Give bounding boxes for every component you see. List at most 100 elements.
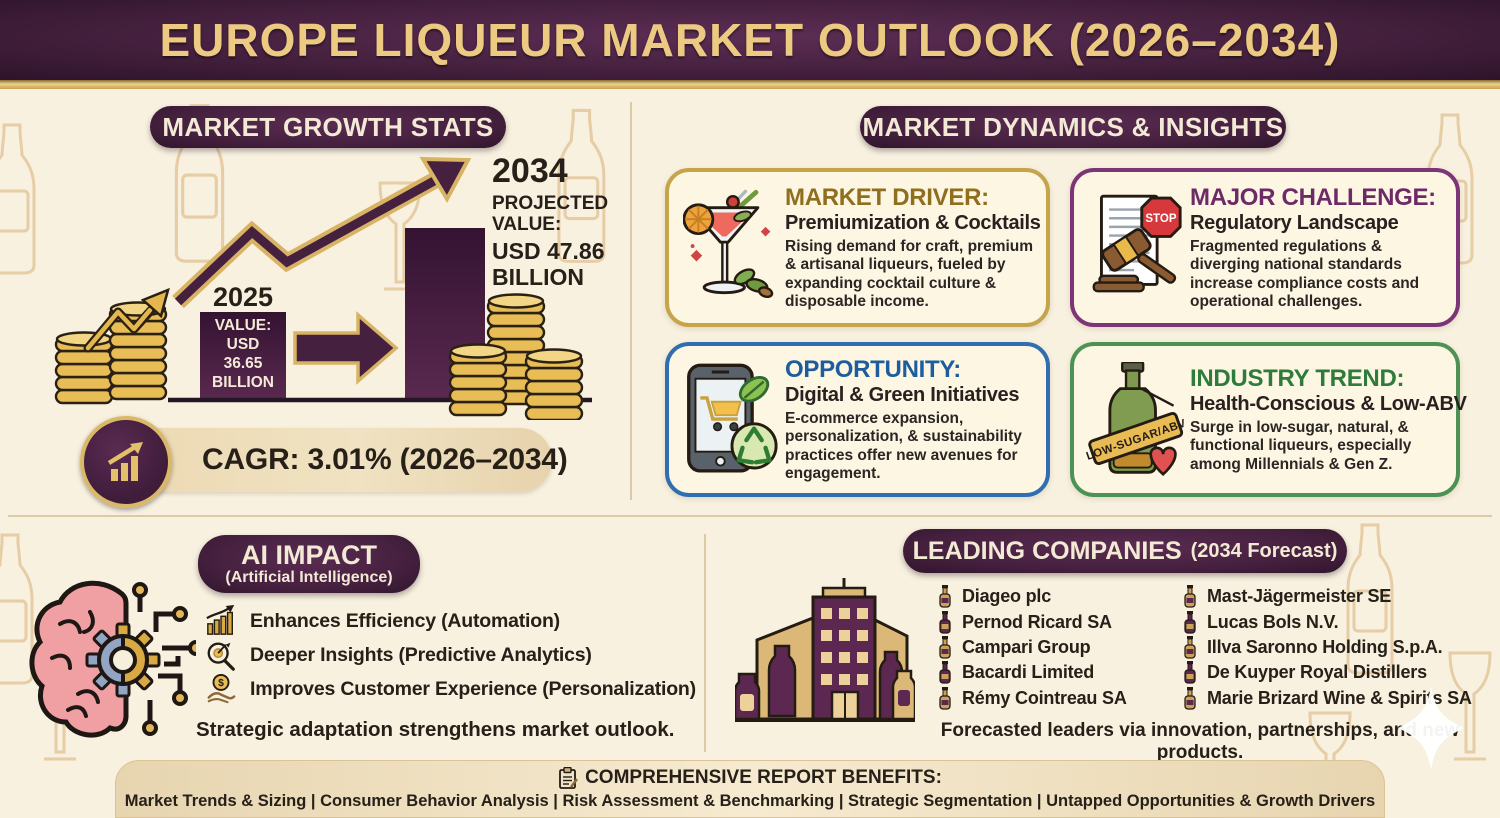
small-growth-arrow-icon [83,287,170,353]
card-market-driver: MARKET DRIVER: Premiumization & Cocktail… [665,168,1050,327]
card-body: E-commerce expansion, personalization, &… [785,409,1022,482]
ai-bullet-label: Deeper Insights (Predictive Analytics) [250,643,592,666]
end-value-caption: PROJECTED VALUE: [492,192,609,235]
ai-bullet-label: Enhances Efficiency (Automation) [250,609,560,632]
benefits-title-row: COMPREHENSIVE REPORT BENEFITS: [558,767,942,789]
card-kicker: MAJOR CHALLENGE: [1190,183,1436,211]
card-kicker: INDUSTRY TREND: [1190,365,1405,393]
section-pill-dynamics: MARKET DYNAMICS & INSIGHTS [860,106,1286,148]
vertical-divider-bottom [704,534,706,752]
ai-brain-icon [29,580,196,738]
section-pill-companies: LEADING COMPANIES (2034 Forecast) [903,529,1347,573]
vertical-divider-top [630,102,632,500]
start-year-label: 2025 [212,282,274,312]
bottle-bullet-icon [939,661,951,685]
right-arrow-icon [293,311,399,385]
company-name: De Kuyper Royal Distillers [1207,662,1427,683]
dynamics-section-title: MARKET DYNAMICS & INSIGHTS [862,111,1284,142]
companies-column-1: Diageo plc Pernod Ricard SA Campari Grou… [938,584,1178,711]
dollar-glyph: $ [218,678,224,689]
ai-bullet-label: Improves Customer Experience (Personaliz… [250,677,696,700]
section-pill-ai: AI IMPACT (Artificial Intelligence) [198,535,420,593]
company-name: Marie Brizard Wine & Spirits SA [1207,687,1472,708]
sparkle-icon [1398,686,1464,770]
list-item: Rémy Cointreau SA [938,686,1178,711]
bar-2025 [200,312,286,400]
bottle-bullet-icon [1184,686,1196,710]
card-title: Regulatory Landscape [1190,211,1399,234]
cagr-badge [80,416,172,508]
card-body: Rising demand for craft, premium & artis… [785,237,1034,310]
card-body: Surge in low-sugar, natural, & functiona… [1190,419,1412,473]
bottle-bullet-icon [1184,585,1196,608]
company-name: Pernod Ricard SA [962,611,1112,632]
list-item: Lucas Bols N.V. [1183,609,1473,634]
digital-green-icon [677,363,785,477]
list-item: Enhances Efficiency (Automation) [205,604,705,638]
list-item: Deeper Insights (Predictive Analytics) [205,638,705,672]
stop-sign-text: STOP [1145,213,1176,225]
report-benefits-bar: COMPREHENSIVE REPORT BENEFITS: Market Tr… [115,760,1385,818]
company-name: Illva Saronno Holding S.p.A. [1207,636,1443,657]
ai-bullet-list: Enhances Efficiency (Automation) Deeper … [205,604,705,706]
bottle-bullet-icon [1184,661,1196,685]
customer-coin-hand-icon: $ [207,673,236,704]
card-opportunity: OPPORTUNITY: Digital & Green Initiatives… [665,342,1050,497]
card-title: Digital & Green Initiatives [785,383,1020,406]
section-pill-growth: MARKET GROWTH STATS [150,106,506,148]
efficiency-bars-icon [206,605,235,635]
company-name: Bacardi Limited [962,662,1095,683]
low-abv-bottle-icon: LOW-SUGAR/ABV [1082,361,1190,478]
companies-section-title: LEADING COMPANIES [912,536,1182,565]
ai-section-title: AI IMPACT [241,540,377,571]
company-name: Mast-Jägermeister SE [1207,586,1392,607]
companies-column-2: Mast-Jägermeister SE Lucas Bols N.V. Ill… [1183,584,1473,711]
list-item: Marie Brizard Wine & Spirits SA [1183,686,1473,711]
header-gold-strip [0,80,1500,89]
ai-footer-text: Strategic adaptation strengthens market … [196,718,675,741]
trend-arrow-icon [172,156,472,309]
benefits-items: Market Trends & Sizing | Consumer Behavi… [124,792,1376,810]
list-item: Illva Saronno Holding S.p.A. [1183,635,1473,660]
bottle-bullet-icon [1184,610,1196,634]
page-title: EUROPE LIQUEUR MARKET OUTLOOK (2026–2034… [159,14,1341,66]
bottle-bullet-icon [939,585,951,608]
cagr-pill: CAGR: 3.01% (2026–2034) [120,428,568,492]
growth-chart-icon [107,442,143,481]
insights-magnifier-icon [207,642,235,671]
company-name: Lucas Bols N.V. [1207,611,1339,632]
end-value-block: 2034 PROJECTED VALUE: USD 47.86 BILLION [492,152,652,290]
card-title: Health-Conscious & Low-ABV [1190,393,1467,416]
list-item: Pernod Ricard SA [938,609,1178,634]
card-kicker: OPPORTUNITY: [785,355,961,383]
company-name: Campari Group [962,636,1091,657]
bottle-bullet-icon [939,610,951,634]
bottle-bullet-icon [1184,635,1196,659]
list-item: Diageo plc [938,584,1178,609]
companies-footer-text: Forecasted leaders via innovation, partn… [940,720,1460,763]
list-item: $ Improves Customer Experience (Personal… [205,672,705,706]
list-item: Bacardi Limited [938,660,1178,685]
end-year-label: 2034 [492,152,568,190]
cagr-label: CAGR: 3.01% (2026–2034) [202,443,568,476]
card-kicker: MARKET DRIVER: [785,183,989,211]
header-banner: EUROPE LIQUEUR MARKET OUTLOOK (2026–2034… [0,0,1500,80]
list-item: Mast-Jägermeister SE [1183,584,1473,609]
companies-section-suffix: (2034 Forecast) [1190,539,1338,562]
ai-section-subtitle: (Artificial Intelligence) [225,568,393,586]
horizontal-divider [8,515,1492,517]
benefits-title: COMPREHENSIVE REPORT BENEFITS: [585,767,942,788]
card-body: Fragmented regulations & diverging natio… [1190,237,1420,310]
growth-section-title: MARKET GROWTH STATS [162,111,494,142]
clipboard-icon [559,767,579,789]
bottle-bullet-icon [939,686,951,710]
growth-chart [54,156,592,420]
company-name: Diageo plc [962,586,1052,607]
card-title: Premiumization & Cocktails [785,211,1041,234]
list-item: Campari Group [938,635,1178,660]
cocktail-icon [677,189,785,307]
card-industry-trend: LOW-SUGAR/ABV INDUSTRY TREND: Health-Con… [1070,342,1467,497]
bottle-bullet-icon [939,635,951,659]
end-value-label: USD 47.86 BILLION [492,238,605,290]
